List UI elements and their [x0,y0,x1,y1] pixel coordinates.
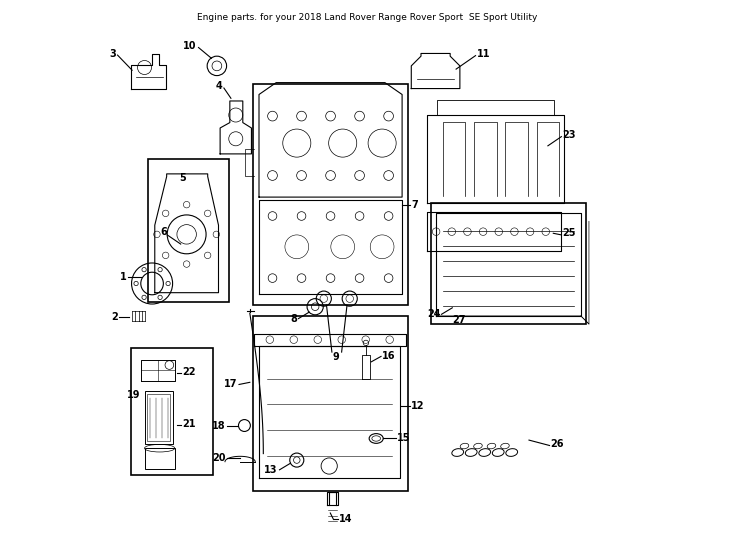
Text: 4: 4 [216,82,222,91]
Text: 25: 25 [562,228,576,238]
Text: 23: 23 [562,130,576,140]
Text: 11: 11 [476,49,490,59]
Text: 18: 18 [212,421,225,430]
Text: 15: 15 [397,434,411,443]
Text: 5: 5 [180,173,186,183]
Text: 20: 20 [212,453,225,463]
Text: 19: 19 [127,390,140,400]
Bar [131,348,213,475]
Text: 14: 14 [339,515,352,524]
Bar [145,448,175,469]
Text: 8: 8 [290,314,297,323]
Text: 1: 1 [120,272,127,282]
Text: 12: 12 [411,401,425,411]
Bar [252,84,407,305]
Text: 22: 22 [182,367,196,376]
Text: 7: 7 [411,200,418,210]
Bar [431,202,586,324]
Bar [145,391,172,444]
Text: 16: 16 [382,352,396,361]
Bar [252,316,407,491]
Text: 2: 2 [111,312,117,322]
Text: 9: 9 [333,353,340,362]
Bar [148,394,170,441]
Text: 27: 27 [452,315,466,325]
Text: 13: 13 [264,465,278,475]
Bar [148,159,229,302]
Text: 6: 6 [160,227,167,237]
Text: 24: 24 [427,309,440,319]
Text: 3: 3 [109,49,116,59]
Text: 17: 17 [224,380,237,389]
Text: 26: 26 [550,439,564,449]
Text: 21: 21 [182,419,196,429]
Text: 10: 10 [184,41,197,51]
Text: Engine parts. for your 2018 Land Rover Range Rover Sport  SE Sport Utility: Engine parts. for your 2018 Land Rover R… [197,14,537,23]
